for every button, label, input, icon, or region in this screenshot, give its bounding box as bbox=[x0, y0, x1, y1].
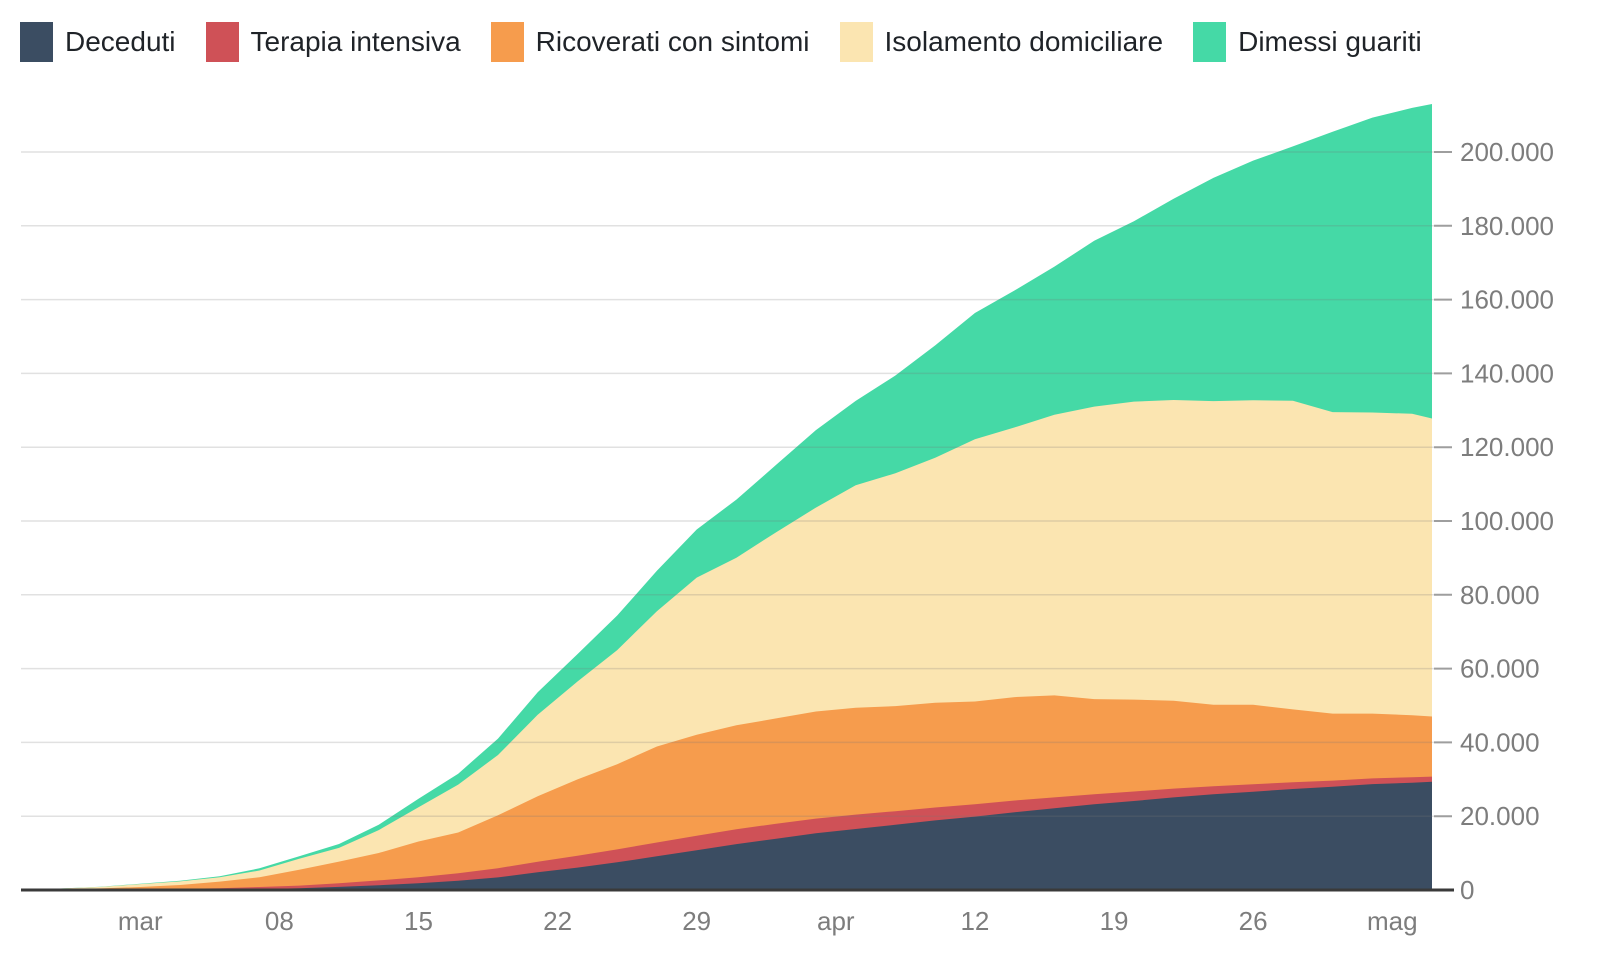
legend-swatch-deceduti bbox=[20, 22, 53, 62]
legend-swatch-isolamento-domiciliare bbox=[839, 22, 873, 62]
y-axis-label: 100.000 bbox=[1460, 506, 1554, 536]
legend: Deceduti Terapia intensiva Ricoverati co… bbox=[20, 22, 1422, 62]
legend-swatch-ricoverati-con-sintomi bbox=[490, 22, 524, 62]
legend-label-dimessi-guariti: Dimessi guariti bbox=[1238, 26, 1422, 57]
x-axis-label: 22 bbox=[543, 906, 572, 936]
x-axis-label: mar bbox=[118, 906, 163, 936]
legend-item-isolamento-domiciliare[interactable]: Isolamento domiciliare bbox=[839, 22, 1164, 62]
x-axis-label: 19 bbox=[1100, 906, 1129, 936]
x-axis-label: 08 bbox=[265, 906, 294, 936]
y-axis-label: 40.000 bbox=[1460, 727, 1540, 757]
x-axis-label: apr bbox=[817, 906, 855, 936]
y-axis-label: 80.000 bbox=[1460, 580, 1540, 610]
legend-item-terapia-intensiva[interactable]: Terapia intensiva bbox=[205, 22, 461, 62]
y-axis-label: 200.000 bbox=[1460, 137, 1554, 167]
legend-item-deceduti[interactable]: Deceduti bbox=[20, 22, 176, 62]
legend-label-terapia-intensiva: Terapia intensiva bbox=[250, 26, 461, 57]
y-axis-label: 0 bbox=[1460, 875, 1474, 905]
x-axis-label: 12 bbox=[960, 906, 989, 936]
y-axis-label: 160.000 bbox=[1460, 285, 1554, 315]
x-axis-label: 26 bbox=[1239, 906, 1268, 936]
legend-label-deceduti: Deceduti bbox=[65, 26, 176, 57]
x-axis-label: mag bbox=[1367, 906, 1418, 936]
y-axis-label: 180.000 bbox=[1460, 211, 1554, 241]
legend-label-ricoverati-con-sintomi: Ricoverati con sintomi bbox=[535, 26, 810, 57]
x-axis-label: 29 bbox=[682, 906, 711, 936]
y-axis-label: 60.000 bbox=[1460, 654, 1540, 684]
area-deceduti bbox=[21, 781, 1432, 890]
legend-item-ricoverati-con-sintomi[interactable]: Ricoverati con sintomi bbox=[490, 22, 810, 62]
legend-item-dimessi-guariti[interactable]: Dimessi guariti bbox=[1193, 22, 1422, 62]
y-axis-label: 140.000 bbox=[1460, 358, 1554, 388]
legend-swatch-terapia-intensiva bbox=[205, 22, 239, 62]
legend-swatch-dimessi-guariti bbox=[1193, 22, 1227, 62]
y-axis-label: 120.000 bbox=[1460, 432, 1554, 462]
legend-label-isolamento-domiciliare: Isolamento domiciliare bbox=[884, 26, 1164, 57]
x-axis-label: 15 bbox=[404, 906, 433, 936]
y-axis-label: 20.000 bbox=[1460, 801, 1540, 831]
